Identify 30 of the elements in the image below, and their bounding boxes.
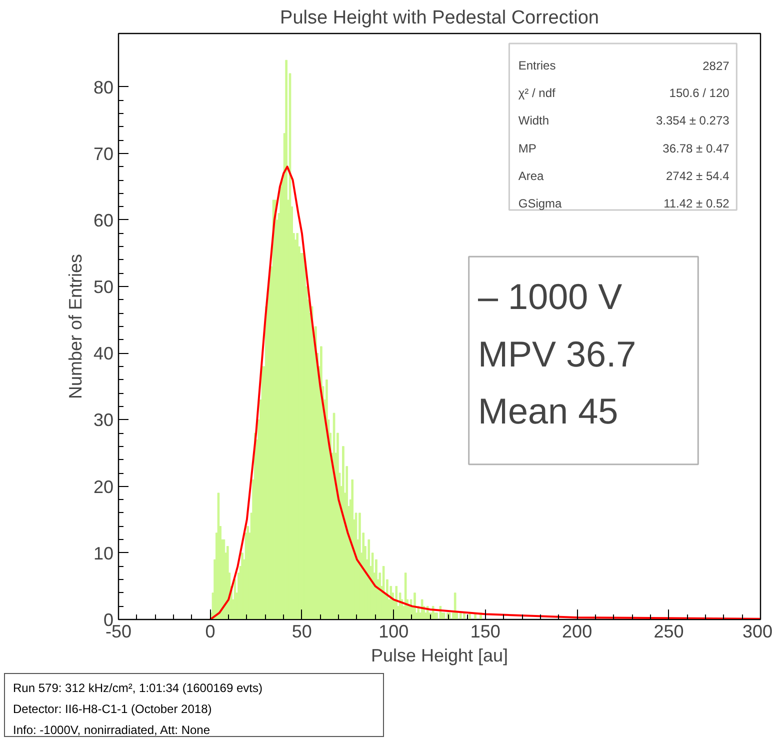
text: Width 3.354 ± 0.273 bbox=[518, 114, 730, 128]
chart-title: Pulse Height with Pedestal Correction bbox=[280, 8, 599, 28]
x-tick-label: 0 bbox=[205, 622, 216, 642]
y-tick-label: 60 bbox=[93, 210, 114, 230]
text: Info: -1000V, nonirradiated, Att: None bbox=[13, 722, 212, 738]
text: Run 579: 312 kHz/cm², 1:01:34 (1600169 evts) bbox=[13, 680, 262, 697]
x-tick-label: 200 bbox=[562, 622, 592, 642]
annotation: – 1000 V bbox=[478, 276, 622, 318]
x-tick-label: 250 bbox=[654, 622, 684, 642]
text: Entries 2827 bbox=[518, 58, 730, 73]
y-tick-label: 30 bbox=[93, 410, 114, 430]
y-tick-label: 10 bbox=[93, 543, 114, 564]
x-tick-label: 100 bbox=[378, 622, 409, 642]
x-tick-label: 300 bbox=[742, 622, 772, 642]
text: χ² / ndf 150.6 / 120 bbox=[518, 86, 730, 100]
text: MP 36.78 ± 0.47 bbox=[518, 141, 730, 156]
text: GSigma 11.42 ± 0.52 bbox=[518, 196, 730, 211]
y-tick-label: 80 bbox=[93, 77, 114, 98]
y-tick-label: 50 bbox=[93, 277, 114, 298]
text: Area 2742 ± 54.4 bbox=[518, 169, 730, 184]
x-tick-label: 150 bbox=[470, 622, 500, 642]
x-axis-title: Pulse Height [au] bbox=[370, 646, 508, 666]
y-tick-label: 40 bbox=[93, 344, 114, 364]
y-axis-title: Number of Entries bbox=[65, 254, 86, 400]
y-tick-label: 70 bbox=[93, 144, 114, 164]
y-tick-label: 20 bbox=[93, 476, 114, 497]
text: Detector: II6-H8-C1-1 (October 2018) bbox=[13, 701, 213, 718]
annotation: MPV 36.7 bbox=[478, 333, 636, 374]
x-tick-label: 50 bbox=[292, 622, 312, 642]
annotation: Mean 45 bbox=[478, 390, 618, 432]
